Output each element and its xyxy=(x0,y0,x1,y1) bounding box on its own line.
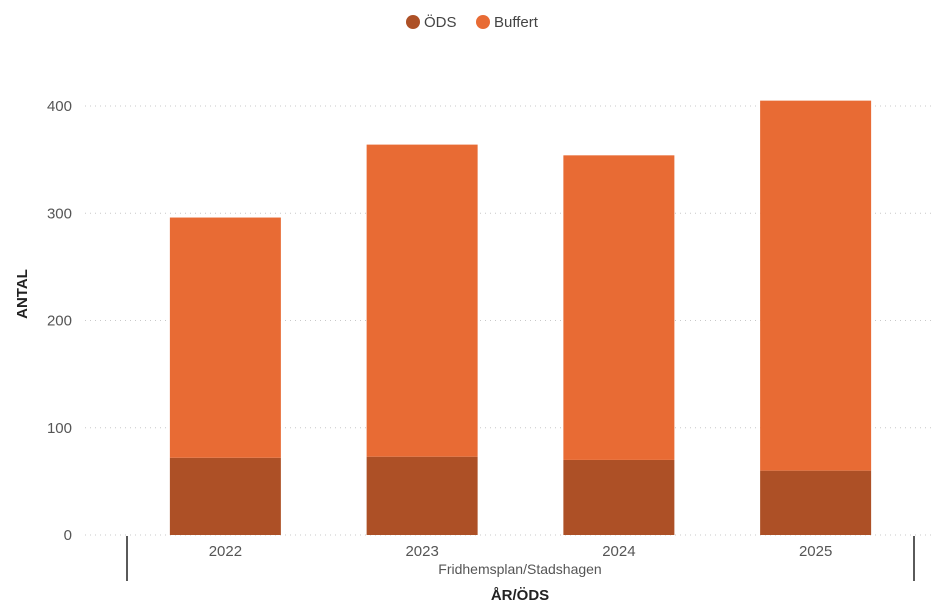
y-axis-ticks: 0 100 200 300 400 xyxy=(47,98,72,544)
bar-Buffert-2024[interactable] xyxy=(563,155,675,460)
legend-marker-buffert xyxy=(476,15,490,29)
y-tick-label: 100 xyxy=(47,420,72,437)
x-axis-title: ÅR/ÖDS xyxy=(491,587,549,602)
y-tick-label: 300 xyxy=(47,205,72,222)
bar-ÖDS-2024[interactable] xyxy=(563,459,675,535)
legend-marker-ods xyxy=(406,15,420,29)
x-tick-label: 2022 xyxy=(209,543,242,560)
x-tick-label: 2023 xyxy=(405,543,438,560)
bar-Buffert-2025[interactable] xyxy=(760,100,872,471)
y-tick-label: 0 xyxy=(64,527,72,544)
bar-ÖDS-2023[interactable] xyxy=(366,456,478,535)
bars xyxy=(169,100,872,535)
bar-ÖDS-2022[interactable] xyxy=(169,457,281,535)
bar-ÖDS-2025[interactable] xyxy=(760,470,872,535)
bar-Buffert-2022[interactable] xyxy=(169,217,281,458)
legend[interactable]: ÖDS Buffert xyxy=(406,13,539,31)
y-axis-title: ANTAL xyxy=(14,269,31,319)
bar-Buffert-2023[interactable] xyxy=(366,144,478,457)
x-axis-ticks: 2022 2023 2024 2025 xyxy=(209,543,833,560)
y-tick-label: 400 xyxy=(47,98,72,115)
legend-label-buffert[interactable]: Buffert xyxy=(494,14,539,31)
x-tick-label: 2024 xyxy=(602,543,635,560)
x-axis-group-label: Fridhemsplan/Stadshagen xyxy=(438,561,601,577)
legend-label-ods[interactable]: ÖDS xyxy=(424,13,457,31)
x-tick-label: 2025 xyxy=(799,543,832,560)
y-tick-label: 200 xyxy=(47,313,72,330)
